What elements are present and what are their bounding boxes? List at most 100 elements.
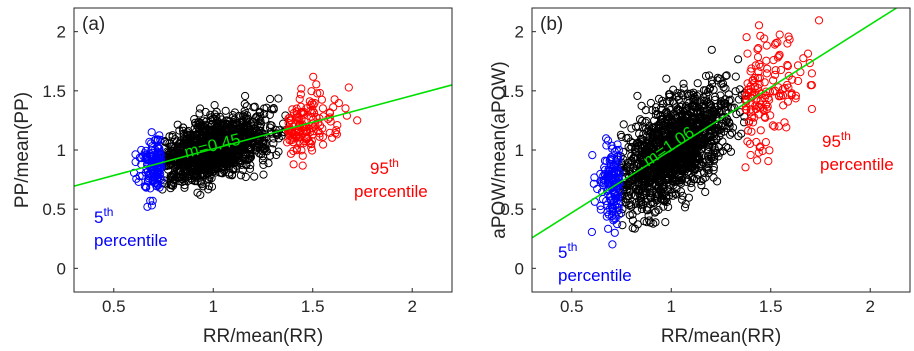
data-point — [318, 132, 327, 141]
data-point — [225, 117, 234, 126]
data-point — [342, 111, 351, 120]
data-point — [727, 128, 737, 137]
data-point — [192, 146, 201, 156]
panel-b-y-ticks: 0 0.5 1 1.5 2 — [500, 23, 536, 278]
panel-a-x-ticks: 0.5 1 1.5 2 — [102, 288, 417, 316]
data-point — [132, 174, 141, 183]
data-point — [196, 159, 206, 168]
panel-a-y-ticks: 0 0.5 1 1.5 2 — [42, 23, 78, 278]
data-point — [192, 172, 201, 181]
data-point — [750, 73, 759, 83]
data-point — [722, 71, 731, 80]
data-point — [783, 80, 792, 90]
data-point — [742, 91, 751, 100]
panel-a-high-label-line2: percentile — [354, 182, 428, 201]
data-point — [688, 117, 698, 127]
data-point — [602, 134, 611, 143]
data-point — [654, 124, 663, 134]
data-point — [619, 120, 628, 129]
data-point — [167, 173, 176, 182]
data-point — [610, 214, 619, 223]
data-point — [706, 84, 715, 93]
data-point — [659, 194, 668, 203]
data-point — [679, 79, 688, 88]
data-point — [201, 107, 210, 117]
data-point — [689, 100, 698, 110]
data-point — [669, 145, 678, 154]
data-point — [635, 199, 644, 208]
data-point — [298, 161, 307, 170]
data-point — [332, 126, 341, 135]
data-point — [190, 115, 199, 124]
data-point — [267, 121, 276, 130]
data-point — [255, 107, 264, 117]
panel-b-x-label: RR/mean(RR) — [661, 326, 781, 347]
data-point — [226, 138, 235, 147]
data-point — [703, 151, 713, 160]
data-point — [671, 122, 680, 131]
data-point — [681, 113, 690, 123]
panel-b-low-label: 5th — [558, 240, 577, 262]
data-point — [203, 121, 212, 130]
data-point — [663, 187, 672, 196]
data-point — [269, 134, 278, 143]
data-point — [681, 132, 690, 141]
data-point — [632, 143, 641, 152]
data-point — [791, 94, 800, 103]
y-tick-label: 2 — [57, 23, 66, 42]
panel-b-y-label: aPOW/mean(aPOW) — [489, 61, 510, 238]
data-point — [658, 161, 668, 170]
data-point — [250, 172, 259, 181]
data-point — [604, 136, 613, 145]
data-point — [344, 83, 353, 92]
data-point — [255, 137, 264, 146]
data-point — [627, 124, 636, 133]
data-point — [153, 143, 162, 152]
data-point — [641, 146, 650, 155]
data-point — [640, 217, 649, 226]
data-point — [664, 202, 673, 212]
data-point — [602, 141, 611, 150]
y-tick-label: 1 — [57, 141, 66, 160]
data-point — [620, 168, 629, 177]
data-point — [256, 145, 265, 154]
data-point — [716, 102, 726, 111]
data-point — [601, 171, 610, 180]
data-point — [240, 99, 249, 109]
panel-a-x-label: RR/mean(RR) — [203, 326, 323, 347]
data-point — [319, 140, 328, 149]
data-point — [607, 141, 616, 150]
data-point — [721, 106, 730, 116]
data-point — [272, 150, 281, 160]
y-tick-label: 0.5 — [500, 200, 524, 219]
data-point — [783, 60, 792, 70]
panel-a-low-label: 5th — [94, 205, 113, 227]
data-point — [197, 164, 206, 173]
data-point — [307, 87, 316, 96]
data-point — [227, 170, 237, 179]
data-point — [210, 101, 219, 110]
data-point — [168, 131, 177, 140]
data-point — [241, 155, 250, 164]
data-point — [623, 185, 632, 194]
data-point — [754, 21, 764, 30]
y-tick-label: 1.5 — [500, 82, 524, 101]
data-point — [284, 114, 293, 123]
data-point — [204, 157, 213, 166]
data-point — [785, 35, 794, 44]
data-point — [269, 139, 278, 148]
data-point — [764, 157, 773, 166]
data-point — [672, 93, 682, 102]
data-point — [633, 186, 642, 195]
data-point — [295, 95, 304, 104]
data-point — [204, 185, 213, 194]
data-point — [615, 168, 624, 177]
data-point — [212, 112, 221, 121]
data-point — [668, 188, 677, 197]
data-point — [661, 218, 670, 227]
data-point — [310, 108, 319, 117]
data-point — [753, 53, 763, 62]
y-tick-label: 1.5 — [42, 82, 66, 101]
data-point — [775, 30, 784, 39]
data-point — [710, 125, 719, 134]
